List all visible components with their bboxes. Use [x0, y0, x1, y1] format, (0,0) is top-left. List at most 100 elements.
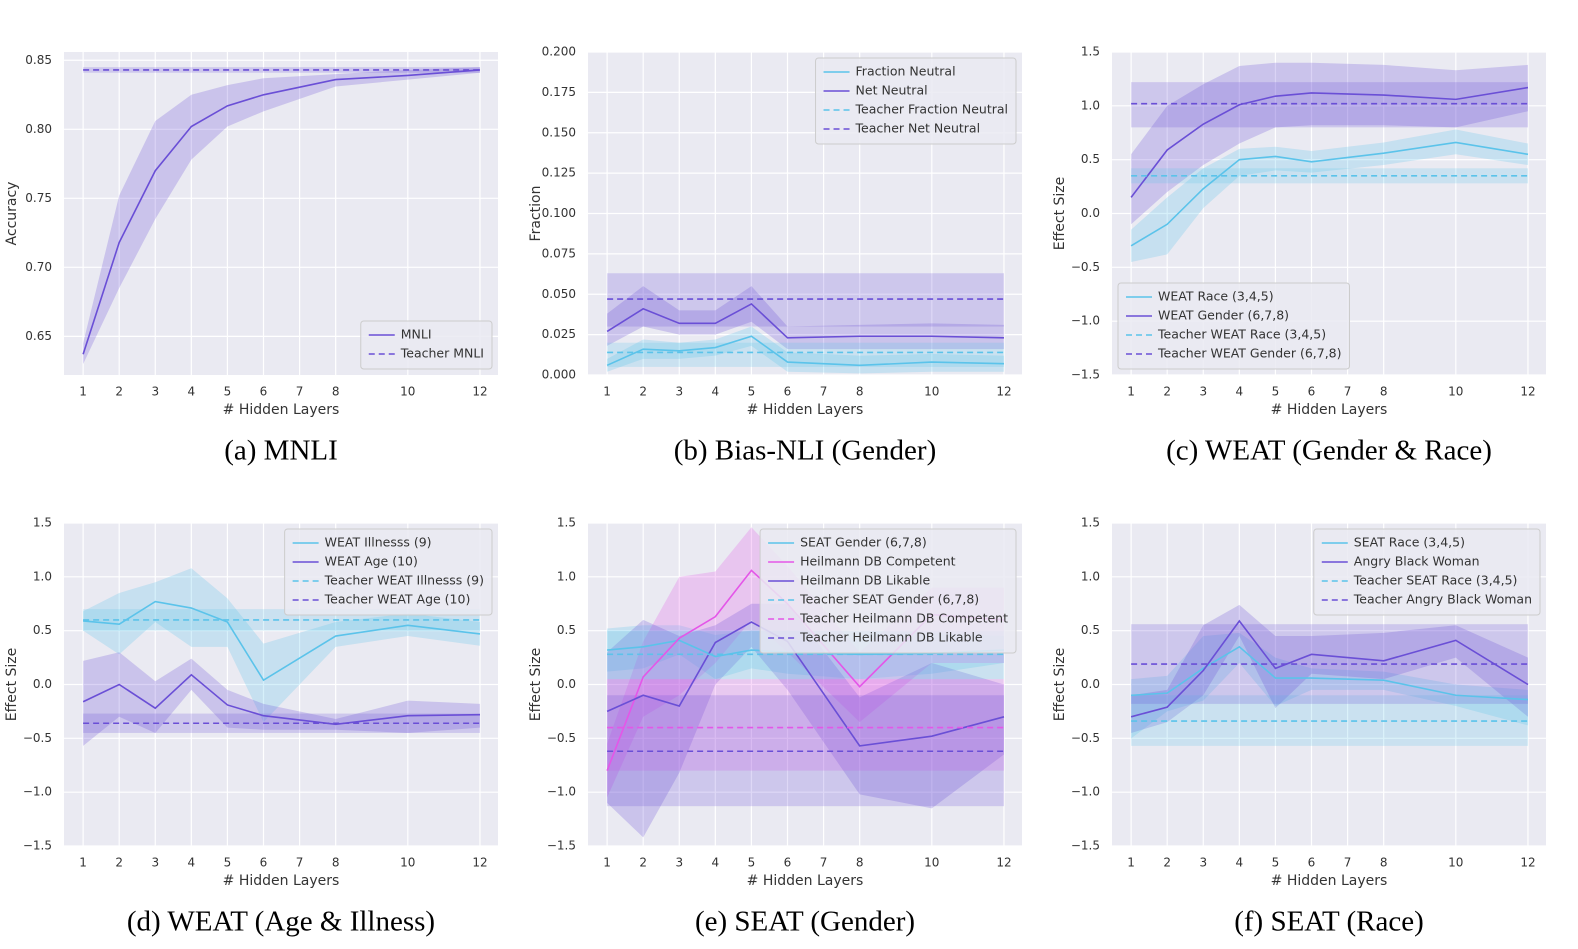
y-tick-label: 0.025 — [542, 327, 576, 341]
caption: (b) Bias-NLI (Gender) — [674, 435, 937, 467]
x-tick-label: 8 — [1380, 856, 1388, 870]
y-tick-label: 0.5 — [33, 623, 52, 637]
x-tick-label: 4 — [1236, 385, 1244, 399]
x-tick-label: 2 — [639, 385, 647, 399]
x-tick-label: 12 — [472, 856, 487, 870]
legend-box — [759, 528, 1017, 654]
y-tick-label: −0.5 — [1071, 260, 1100, 274]
y-tick-label: 1.0 — [1081, 569, 1100, 583]
x-tick-label: 12 — [996, 856, 1011, 870]
subplot: 1 2 3 4 5 6 7 8 10 120.0000.0250.0500.0750.1000.1… — [528, 45, 1022, 467]
x-tick-label: 7 — [296, 385, 304, 399]
x-tick-label: 1 — [79, 385, 87, 399]
legend-label: Angry Black Woman — [1354, 554, 1480, 569]
legend-label: Teacher SEAT Race (3,4,5) — [1353, 573, 1518, 588]
x-tick-label: 6 — [1308, 856, 1316, 870]
y-tick-label: 0.0 — [1081, 206, 1100, 220]
legend-label: Heilmann DB Likable — [800, 573, 930, 588]
confidence-band — [1131, 604, 1528, 733]
x-tick-label: 2 — [115, 385, 123, 399]
y-tick-label: 0.200 — [542, 45, 576, 59]
x-tick-label: 2 — [639, 856, 647, 870]
x-tick-label: 3 — [675, 385, 683, 399]
x-tick-label: 3 — [675, 856, 683, 870]
legend-label: Teacher Net Neutral — [855, 121, 981, 136]
legend-label: Teacher WEAT Gender (6,7,8) — [1157, 346, 1342, 361]
y-tick-label: −1.5 — [1071, 368, 1100, 382]
x-tick-label: 10 — [924, 856, 939, 870]
teacher-band — [607, 273, 1004, 327]
subplot: 1 2 3 4 5 6 7 8 10 120.650.700.750.800.85# Hidden… — [4, 52, 498, 467]
legend: MNLI Teacher MNLI — [360, 320, 493, 370]
y-tick-label: 0.150 — [542, 125, 576, 139]
legend: WEAT Race (3,4,5) WEAT Gender (6,7,8) Teac… — [1117, 282, 1351, 370]
legend-label: Fraction Neutral — [856, 64, 956, 79]
y-tick-label: 0.175 — [542, 85, 576, 99]
teacher-band — [1131, 624, 1528, 704]
y-tick-label: 0.5 — [1081, 623, 1100, 637]
x-tick-label: 10 — [1448, 385, 1463, 399]
series-line — [606, 621, 1005, 747]
x-tick-label: 12 — [996, 385, 1011, 399]
teacher-band — [83, 713, 480, 733]
caption: (d) WEAT (Age & Illness) — [127, 906, 435, 938]
x-tick-label: 4 — [188, 856, 196, 870]
x-tick-label: 1 — [1127, 385, 1135, 399]
y-tick-label: 1.0 — [33, 569, 52, 583]
x-axis-label: # Hidden Layers — [1271, 402, 1388, 418]
x-tick-label: 5 — [224, 856, 232, 870]
x-tick-label: 7 — [296, 856, 304, 870]
y-tick-label: 0.125 — [542, 166, 576, 180]
x-tick-label: 4 — [188, 385, 196, 399]
y-tick-label: 0.65 — [25, 329, 52, 343]
x-tick-label: 5 — [1272, 856, 1280, 870]
x-tick-label: 2 — [115, 856, 123, 870]
legend-label: SEAT Race (3,4,5) — [1354, 535, 1465, 550]
y-tick-label: −1.5 — [547, 839, 576, 853]
teacher-band — [83, 67, 480, 73]
y-tick-label: 0.5 — [557, 623, 576, 637]
y-tick-label: 1.5 — [1081, 516, 1100, 530]
series-line — [606, 335, 1004, 367]
y-tick-label: −1.0 — [23, 785, 52, 799]
legend-label: WEAT Race (3,4,5) — [1158, 289, 1274, 304]
teacher-band — [607, 679, 1004, 771]
y-tick-label: 0.050 — [542, 287, 576, 301]
confidence-band — [1131, 632, 1528, 739]
legend-label: Teacher Angry Black Woman — [1353, 592, 1532, 607]
x-tick-label: 4 — [1236, 856, 1244, 870]
y-tick-label: 0.0 — [557, 677, 576, 691]
x-tick-label: 8 — [1380, 385, 1388, 399]
legend: SEAT Gender (6,7,8) Heilmann DB Competent… — [759, 528, 1017, 654]
x-tick-label: 1 — [603, 385, 611, 399]
confidence-band — [607, 326, 1004, 374]
legend-label: Teacher WEAT Race (3,4,5) — [1157, 327, 1326, 342]
caption: (e) SEAT (Gender) — [695, 906, 915, 938]
y-tick-label: −0.5 — [23, 731, 52, 745]
x-axis-label: # Hidden Layers — [223, 873, 340, 889]
x-tick-label: 1 — [1127, 856, 1135, 870]
x-tick-label: 10 — [400, 856, 415, 870]
y-tick-label: −1.0 — [1071, 314, 1100, 328]
y-tick-label: 1.5 — [557, 516, 576, 530]
y-tick-label: 0.0 — [33, 677, 52, 691]
y-tick-label: −0.5 — [1071, 731, 1100, 745]
series-line — [82, 673, 480, 726]
y-tick-label: 0.85 — [25, 53, 52, 67]
x-tick-label: 8 — [856, 856, 864, 870]
subplot: 1 2 3 4 5 6 7 8 10 12−1.5−1.0−0.50.00.51.01.5# Hi… — [1052, 45, 1546, 467]
x-tick-label: 8 — [856, 385, 864, 399]
legend-box — [360, 320, 493, 370]
confidence-band — [1131, 62, 1528, 225]
x-tick-label: 1 — [603, 856, 611, 870]
y-axis-label: Effect Size — [4, 648, 20, 721]
legend-label: Net Neutral — [856, 83, 928, 98]
y-tick-label: −1.0 — [1071, 785, 1100, 799]
x-tick-label: 3 — [1199, 385, 1207, 399]
y-tick-label: 0.100 — [542, 206, 576, 220]
x-axis-label: # Hidden Layers — [1271, 873, 1388, 889]
legend-box — [284, 528, 493, 616]
legend-label: Teacher MNLI — [400, 346, 484, 361]
x-tick-label: 8 — [332, 856, 340, 870]
